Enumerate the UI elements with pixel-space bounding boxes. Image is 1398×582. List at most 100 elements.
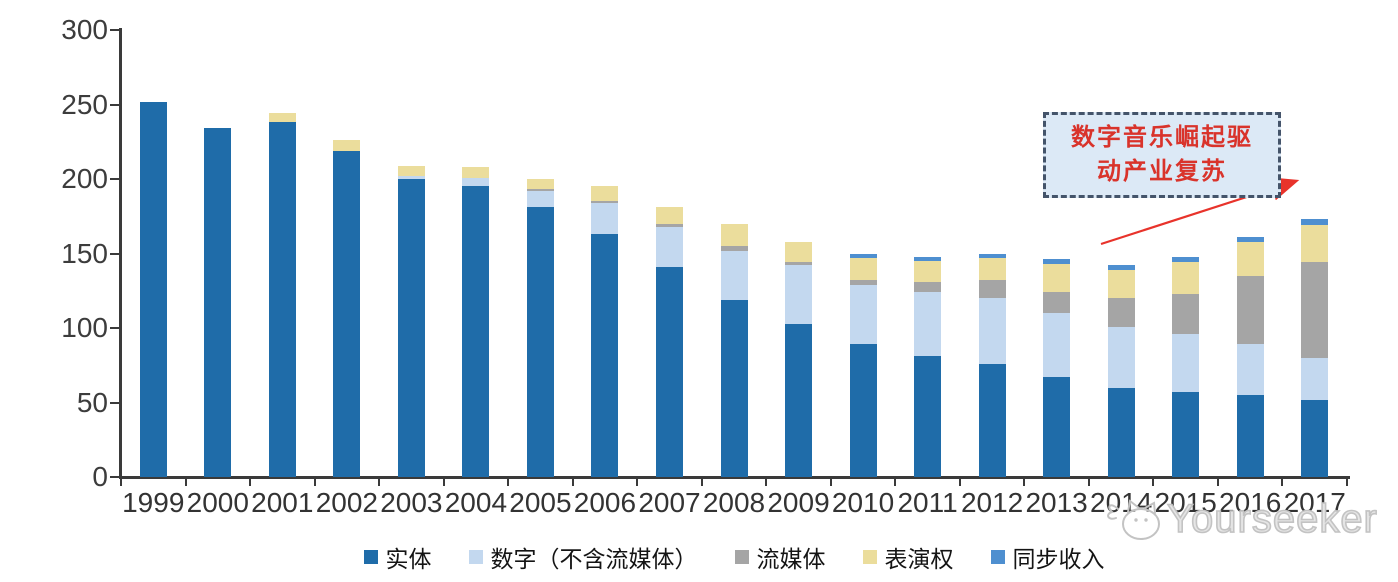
bar-segment-数字（不含流媒体） [591,202,619,235]
bar-segment-表演权 [785,241,813,263]
x-axis-category-label: 2009 [767,487,830,518]
bar-2017 [1301,219,1329,477]
y-axis-tick-label: 300 [61,14,108,45]
bar-segment-同步收入 [1107,265,1135,270]
bar-segment-表演权 [397,165,425,177]
bar-segment-同步收入 [914,256,942,261]
bar-2006 [591,186,619,477]
x-axis-tick [1087,479,1090,486]
x-axis-tick [894,479,897,486]
bar-segment-数字（不含流媒体） [655,226,683,267]
bar-segment-表演权 [591,186,619,202]
legend-item: 同步收入 [990,540,1105,574]
bar-segment-实体 [333,150,361,477]
bar-2016 [1236,237,1264,477]
bar-2004 [462,167,490,477]
bar-segment-表演权 [1172,262,1200,294]
y-axis-tick-label: 200 [61,163,108,194]
bar-segment-表演权 [1236,241,1264,276]
bar-2002 [333,140,361,477]
x-axis-tick [1216,479,1219,486]
x-axis-tick [958,479,961,486]
bar-2007 [655,207,683,477]
x-axis-tick [571,479,574,486]
cat-logo-icon [1107,499,1160,540]
bar-segment-流媒体 [849,280,877,285]
x-axis-category-label: 2005 [509,487,572,518]
legend-label: 实体 [385,546,432,572]
x-axis-tick [120,479,122,486]
bar-1999 [139,101,167,477]
bar-segment-数字（不含流媒体） [1236,344,1264,396]
x-axis-tick [1023,479,1026,486]
x-axis-category-label: 2001 [251,487,314,518]
x-axis-tick [442,479,445,486]
bar-2005 [526,179,554,477]
legend-item: 实体 [363,540,432,574]
bar-segment-实体 [978,363,1006,477]
chart-legend: 实体 数字（不含流媒体） 流媒体 表演权 同步收入 [121,540,1347,574]
y-axis-tick-label: 50 [76,386,108,418]
x-axis-tick [249,479,252,486]
x-axis-category-label: 2016 [1219,487,1282,518]
bar-segment-表演权 [1043,263,1071,293]
bar-segment-表演权 [1301,225,1329,263]
bar-segment-实体 [1107,387,1135,477]
bar-segment-实体 [1043,377,1071,477]
bar-segment-实体 [720,299,748,477]
bar-2003 [397,165,425,477]
bar-2012 [978,253,1006,477]
x-axis-category-label: 2010 [831,487,895,518]
bar-segment-流媒体 [591,201,619,203]
watermark: Yourseeker [1103,495,1378,543]
bar-segment-数字（不含流媒体） [720,250,748,300]
x-axis-category-label: 2011 [897,487,958,518]
bar-segment-实体 [204,128,232,477]
x-axis-category-label: 2006 [573,487,637,518]
bar-segment-同步收入 [1301,219,1329,226]
y-axis-line [119,28,122,479]
bar-2009 [785,241,813,477]
y-axis-tick-label: 100 [61,312,108,343]
bar-segment-流媒体 [1172,293,1200,334]
bar-2000 [204,128,232,477]
bar-segment-表演权 [914,260,942,282]
bar-segment-实体 [526,207,554,477]
annotation-line-1: 数字音乐崛起驱 [1071,124,1253,151]
bar-segment-数字（不含流媒体） [785,265,813,324]
y-axis-tick-label: 250 [61,88,108,120]
legend-marker [990,550,1005,564]
bar-segment-流媒体 [1301,262,1329,358]
bar-segment-表演权 [333,140,361,151]
x-axis-tick [184,479,187,486]
bar-segment-流媒体 [655,223,683,227]
bar-segment-实体 [462,186,490,477]
bar-segment-数字（不含流媒体） [526,190,554,208]
bar-2001 [268,113,296,477]
x-axis-tick [1281,479,1284,486]
x-axis-tick [765,479,768,486]
bar-segment-流媒体 [914,281,942,293]
bar-segment-数字（不含流媒体） [1172,333,1200,393]
bar-segment-数字（不含流媒体） [1301,357,1329,400]
y-axis-tick [110,29,119,31]
x-axis-tick [1346,479,1348,486]
x-axis-line [119,476,1350,479]
bar-2013 [1043,259,1071,477]
bar-segment-表演权 [268,113,296,123]
bar-segment-流媒体 [978,280,1006,299]
annotation-callout: 数字音乐崛起驱 动产业复苏 [1043,112,1281,198]
bar-segment-数字（不含流媒体） [397,176,425,179]
bar-segment-实体 [914,356,942,477]
x-axis-tick [378,479,381,486]
x-axis-category-label: 1999 [122,487,185,518]
x-axis-category-label: 2007 [638,487,701,518]
y-axis-tick [110,178,119,180]
bar-segment-流媒体 [785,262,813,266]
bar-segment-实体 [785,323,813,477]
bar-2011 [914,256,942,477]
bar-segment-表演权 [978,258,1006,281]
legend-label: 同步收入 [1012,546,1105,572]
x-axis-tick [313,479,316,486]
